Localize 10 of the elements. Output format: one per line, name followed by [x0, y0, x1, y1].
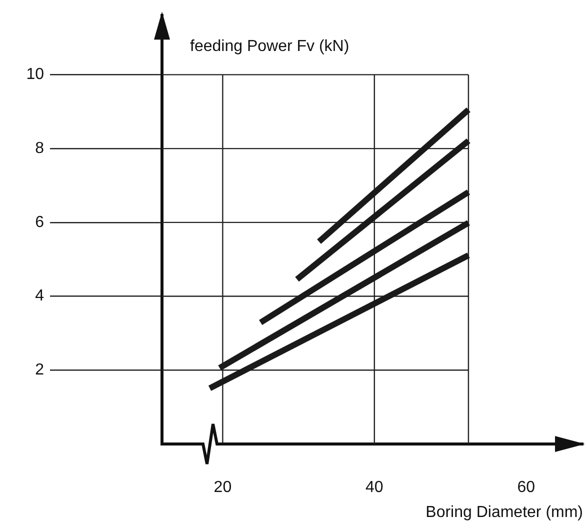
- x-tick-label: 60: [517, 479, 536, 496]
- x-axis-title: Boring Diameter (mm): [426, 504, 583, 521]
- y-tick-label: 2: [35, 362, 44, 379]
- y-axis-title: feeding Power Fv (kN): [190, 38, 350, 55]
- x-tick-label: 20: [214, 479, 232, 496]
- x-tick-label: 40: [366, 479, 384, 496]
- y-tick-label: 4: [35, 288, 44, 305]
- y-tick-label: 8: [35, 140, 44, 157]
- y-tick-label: 10: [26, 66, 44, 84]
- y-tick-label: 6: [35, 214, 44, 231]
